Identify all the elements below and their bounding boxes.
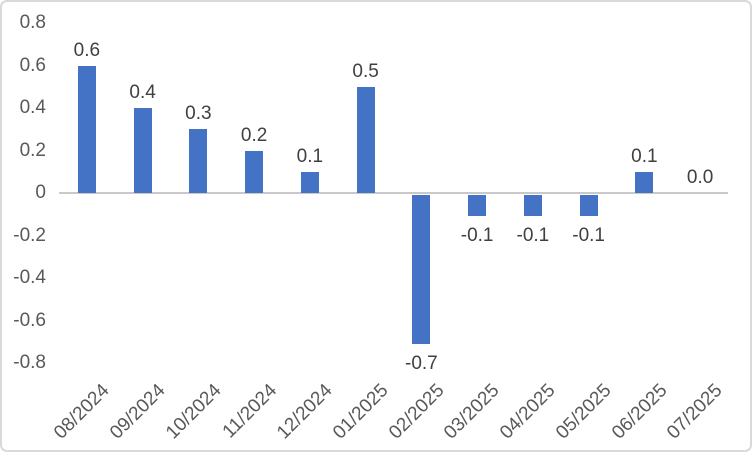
y-axis-tick-label: -0.4 xyxy=(13,267,46,288)
x-axis-tick-label: 08/2024 xyxy=(50,380,114,444)
x-axis-tick-label: 03/2025 xyxy=(440,380,504,444)
data-label: 0.2 xyxy=(240,124,268,146)
y-axis-tick-label: -0.2 xyxy=(13,224,46,246)
data-label: 0.4 xyxy=(129,82,156,103)
y-axis-tick-label: -0.6 xyxy=(13,309,46,331)
bar xyxy=(133,108,152,193)
data-label: -0.7 xyxy=(405,352,438,374)
x-axis-tick-label: 01/2025 xyxy=(329,380,393,444)
x-axis-tick-label: 10/2024 xyxy=(161,380,226,444)
bar xyxy=(189,129,208,193)
bar xyxy=(635,171,654,193)
x-axis-tick-label: 07/2025 xyxy=(663,380,727,444)
bar xyxy=(468,195,487,217)
data-label: -0.1 xyxy=(516,225,550,247)
y-axis-tick-label: 0.6 xyxy=(19,54,46,76)
data-label: 0.6 xyxy=(73,39,101,61)
y-axis-tick-label: 0.4 xyxy=(19,97,46,118)
bar xyxy=(245,150,264,193)
data-label: 0.1 xyxy=(631,145,658,167)
x-axis-tick-label: 09/2024 xyxy=(106,380,170,444)
bar xyxy=(579,195,598,217)
y-axis-tick-label: 0.2 xyxy=(19,139,46,161)
data-label: 0.5 xyxy=(352,60,379,82)
data-label: -0.1 xyxy=(572,225,605,247)
x-axis-tick-label: 02/2025 xyxy=(384,380,449,444)
x-axis-tick-label: 11/2024 xyxy=(218,380,281,443)
x-axis-tick-label: 06/2025 xyxy=(607,380,672,444)
data-label: -0.1 xyxy=(460,225,494,247)
y-axis-tick-label: -0.8 xyxy=(13,352,46,373)
data-label: 0.3 xyxy=(185,103,212,125)
bar xyxy=(412,195,431,344)
x-axis-tick-label: 12/2024 xyxy=(273,380,337,444)
data-label: 0.0 xyxy=(686,167,714,188)
data-label: 0.1 xyxy=(296,145,324,167)
x-axis-line xyxy=(59,192,728,194)
y-axis-tick-label: 0.8 xyxy=(19,12,46,33)
bar xyxy=(356,86,375,193)
bar xyxy=(300,171,319,193)
x-axis-tick-label: 04/2025 xyxy=(496,380,560,444)
x-axis-tick-label: 05/2025 xyxy=(552,380,616,444)
y-axis-tick-label: 0 xyxy=(35,182,46,203)
bar xyxy=(77,65,96,193)
bar xyxy=(523,195,542,217)
